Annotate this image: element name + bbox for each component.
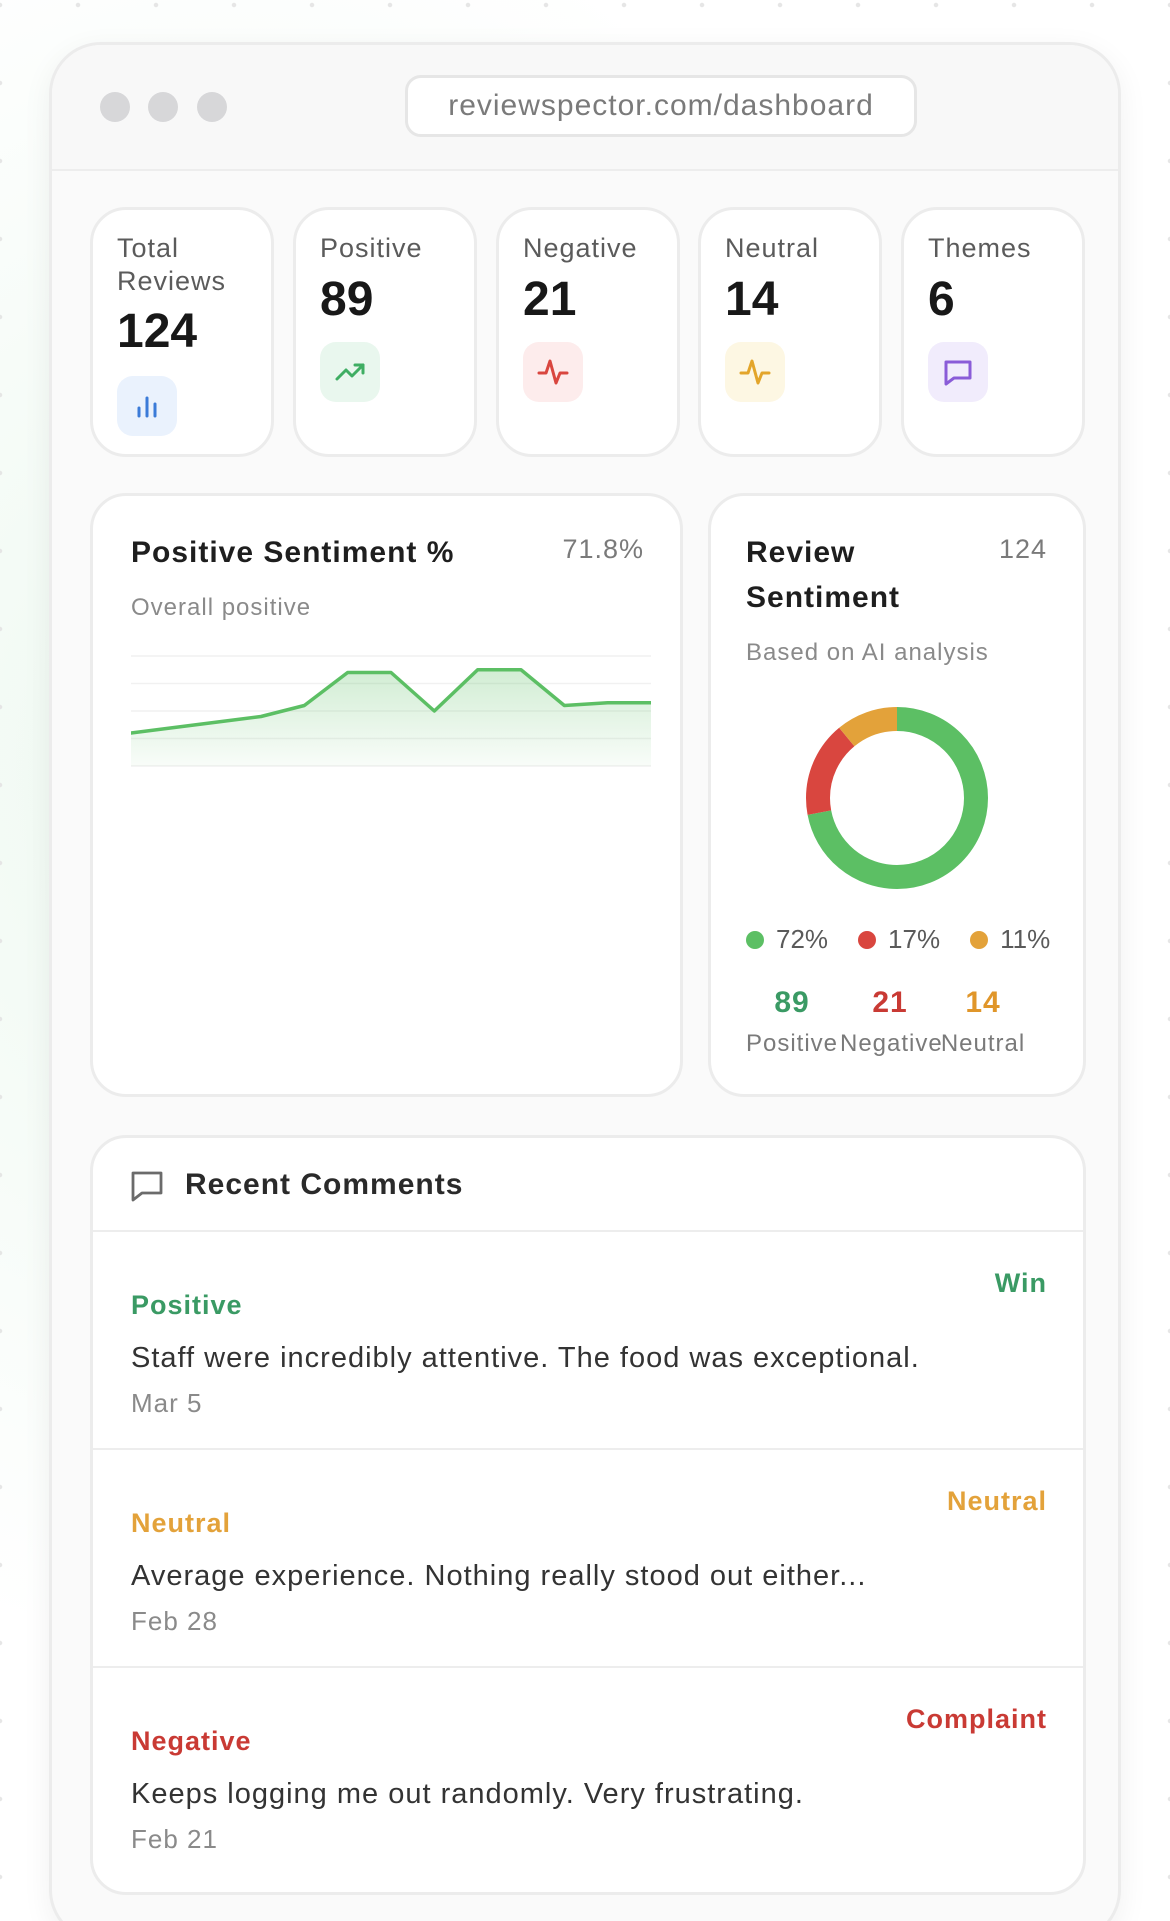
donut-slice-neutral bbox=[806, 707, 988, 889]
count-label: Positive bbox=[745, 1030, 839, 1057]
legend-percent: 17% bbox=[888, 924, 941, 954]
stat-value: 124 bbox=[117, 305, 198, 358]
count-label: Negative bbox=[840, 1030, 943, 1057]
stat-card-positive[interactable]: Positive 89 bbox=[293, 207, 477, 457]
legend-item-positive: 72% bbox=[746, 924, 828, 955]
positive-sentiment-card: Positive Sentiment % 71.8% Overall posit… bbox=[90, 493, 683, 1097]
comment-tag: Complaint bbox=[906, 1704, 1047, 1734]
comment-item[interactable]: Negative Complaint Keeps logging me out … bbox=[93, 1668, 1083, 1886]
comment-sentiment: Positive bbox=[131, 1290, 243, 1320]
legend-item-neutral: 11% bbox=[970, 924, 1050, 955]
count-number: 89 bbox=[774, 986, 810, 1019]
stat-label: Themes bbox=[928, 233, 1032, 263]
card-subtitle: Based on AI analysis bbox=[746, 639, 989, 666]
comment-icon bbox=[129, 1168, 165, 1209]
count-neutral: 14 Neutral bbox=[940, 986, 1026, 1058]
comment-date: Mar 5 bbox=[131, 1388, 203, 1418]
card-title-line2: Sentiment bbox=[746, 581, 901, 614]
card-title-line1: Review bbox=[746, 536, 856, 569]
comment-date: Feb 28 bbox=[131, 1606, 218, 1636]
legend-item-negative: 17% bbox=[858, 924, 940, 955]
pulse-icon bbox=[523, 342, 583, 402]
stat-label: Total Reviews bbox=[117, 233, 227, 296]
stat-value: 89 bbox=[320, 273, 374, 326]
comments-title: Recent Comments bbox=[185, 1168, 464, 1201]
address-bar[interactable]: reviewspector.com/dashboard bbox=[405, 75, 917, 137]
window-minimize-dot[interactable] bbox=[148, 92, 178, 122]
recent-comments-card: Recent Comments Positive Win Staff were … bbox=[90, 1135, 1086, 1895]
positive-percent-value: 71.8% bbox=[562, 534, 644, 564]
pulse-icon bbox=[725, 342, 785, 402]
comment-item[interactable]: Positive Win Staff were incredibly atten… bbox=[93, 1232, 1083, 1450]
comment-sentiment: Negative bbox=[131, 1726, 252, 1756]
donut-slice-negative bbox=[806, 707, 988, 889]
legend-dot bbox=[970, 930, 989, 949]
comment-tag: Win bbox=[994, 1268, 1047, 1298]
trending-up-icon bbox=[320, 342, 380, 402]
comment-tag: Neutral bbox=[946, 1486, 1047, 1516]
count-number: 14 bbox=[965, 986, 1001, 1019]
legend-dot bbox=[746, 930, 764, 949]
stat-label: Positive bbox=[320, 233, 423, 263]
stat-label: Negative bbox=[523, 233, 638, 263]
stat-card-themes[interactable]: Themes 6 bbox=[901, 207, 1085, 457]
sentiment-donut-chart bbox=[806, 707, 988, 889]
stat-value: 21 bbox=[523, 273, 577, 326]
count-positive: 89 Positive bbox=[744, 986, 840, 1058]
card-subtitle: Overall positive bbox=[131, 594, 312, 621]
trend-area bbox=[131, 669, 651, 766]
trend-line bbox=[131, 668, 651, 735]
comment-date: Feb 21 bbox=[131, 1824, 218, 1854]
window-maximize-dot[interactable] bbox=[197, 92, 227, 122]
stat-label: Neutral bbox=[725, 233, 820, 263]
legend-percent: 11% bbox=[1000, 924, 1051, 954]
stat-card-total-reviews[interactable]: Total Reviews 124 bbox=[90, 207, 274, 457]
review-sentiment-card: Review Sentiment 124 Based on AI analysi… bbox=[708, 493, 1086, 1097]
card-title: Positive Sentiment % bbox=[131, 536, 455, 569]
comments-header: Recent Comments bbox=[93, 1138, 1083, 1232]
comment-item[interactable]: Neutral Neutral Average experience. Noth… bbox=[93, 1450, 1083, 1668]
comment-sentiment: Neutral bbox=[131, 1508, 232, 1538]
stat-card-neutral[interactable]: Neutral 14 bbox=[698, 207, 882, 457]
comment-text: Staff were incredibly attentive. The foo… bbox=[131, 1342, 920, 1374]
window-close-dot[interactable] bbox=[100, 92, 130, 122]
stat-card-negative[interactable]: Negative 21 bbox=[496, 207, 680, 457]
browser-window: reviewspector.com/dashboard Total Review… bbox=[49, 42, 1121, 1921]
sentiment-trend-chart bbox=[131, 655, 651, 767]
comment-text: Average experience. Nothing really stood… bbox=[131, 1560, 867, 1592]
stat-value: 14 bbox=[725, 273, 779, 326]
stat-value: 6 bbox=[928, 273, 955, 326]
comment-text: Keeps logging me out randomly. Very frus… bbox=[131, 1778, 804, 1810]
message-square-icon bbox=[928, 342, 988, 402]
count-number: 21 bbox=[872, 986, 908, 1019]
total-reviews-count: 124 bbox=[998, 534, 1047, 564]
legend-percent: 72% bbox=[776, 924, 829, 954]
donut-legend: 72% 17% 11% bbox=[746, 924, 1050, 955]
count-label: Neutral bbox=[940, 1030, 1026, 1057]
legend-dot bbox=[858, 930, 877, 949]
bar-chart-icon bbox=[117, 376, 177, 436]
count-negative: 21 Negative bbox=[840, 986, 943, 1058]
browser-toolbar: reviewspector.com/dashboard bbox=[52, 45, 1118, 171]
